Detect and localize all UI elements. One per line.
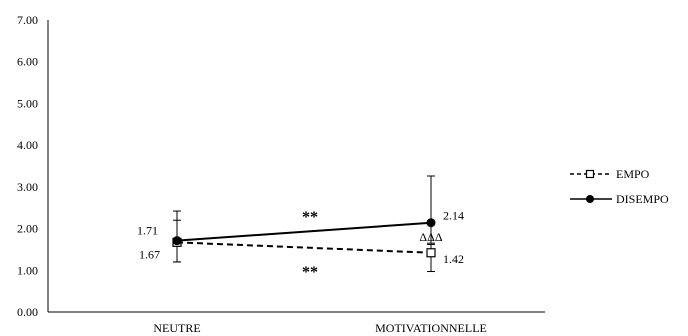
data-labels-layer: 1.67 1.42 1.71 2.14 (137, 209, 464, 266)
data-label-disempo: 1.71 (137, 224, 158, 238)
series-line-disempo (176, 221, 432, 242)
significance-annotation-empo: ** (302, 264, 318, 281)
y-tick-label: 5.00 (17, 96, 38, 110)
x-tick-label: MOTIVATIONNELLE (375, 321, 487, 335)
significance-annotation-disempo: ** (302, 209, 318, 226)
legend-disempo-label: DISEMPO (616, 192, 669, 206)
data-point-empo (426, 248, 436, 258)
data-label-empo: 1.67 (139, 247, 160, 261)
x-tick-label: NEUTRE (153, 321, 200, 335)
data-point-disempo (172, 236, 182, 246)
y-tick-label: 1.00 (17, 263, 38, 277)
annotations-layer: ** ** ΔΔΔ (302, 209, 443, 281)
y-tick-label: 4.00 (17, 138, 38, 152)
legend-disempo-marker (586, 195, 594, 203)
y-tick-label: 3.00 (17, 180, 38, 194)
y-tick-label: 7.00 (17, 13, 38, 27)
legend: EMPO DISEMPO (570, 167, 669, 206)
series-layer (172, 175, 436, 273)
y-tick-label: 2.00 (17, 222, 38, 236)
legend-empo-label: EMPO (616, 167, 650, 181)
series-line-empo (176, 241, 432, 254)
delta-annotation: ΔΔΔ (419, 230, 442, 244)
data-label-disempo: 2.14 (443, 209, 464, 223)
axes: 0.00 1.00 2.00 3.00 4.00 5.00 6.00 7.00 NEUTRE MO… (17, 13, 545, 335)
data-point-disempo (426, 218, 436, 228)
y-tick-label: 0.00 (17, 305, 38, 319)
data-label-empo: 1.42 (443, 252, 464, 266)
y-tick-label: 6.00 (17, 55, 38, 69)
legend-empo-marker (585, 169, 595, 179)
